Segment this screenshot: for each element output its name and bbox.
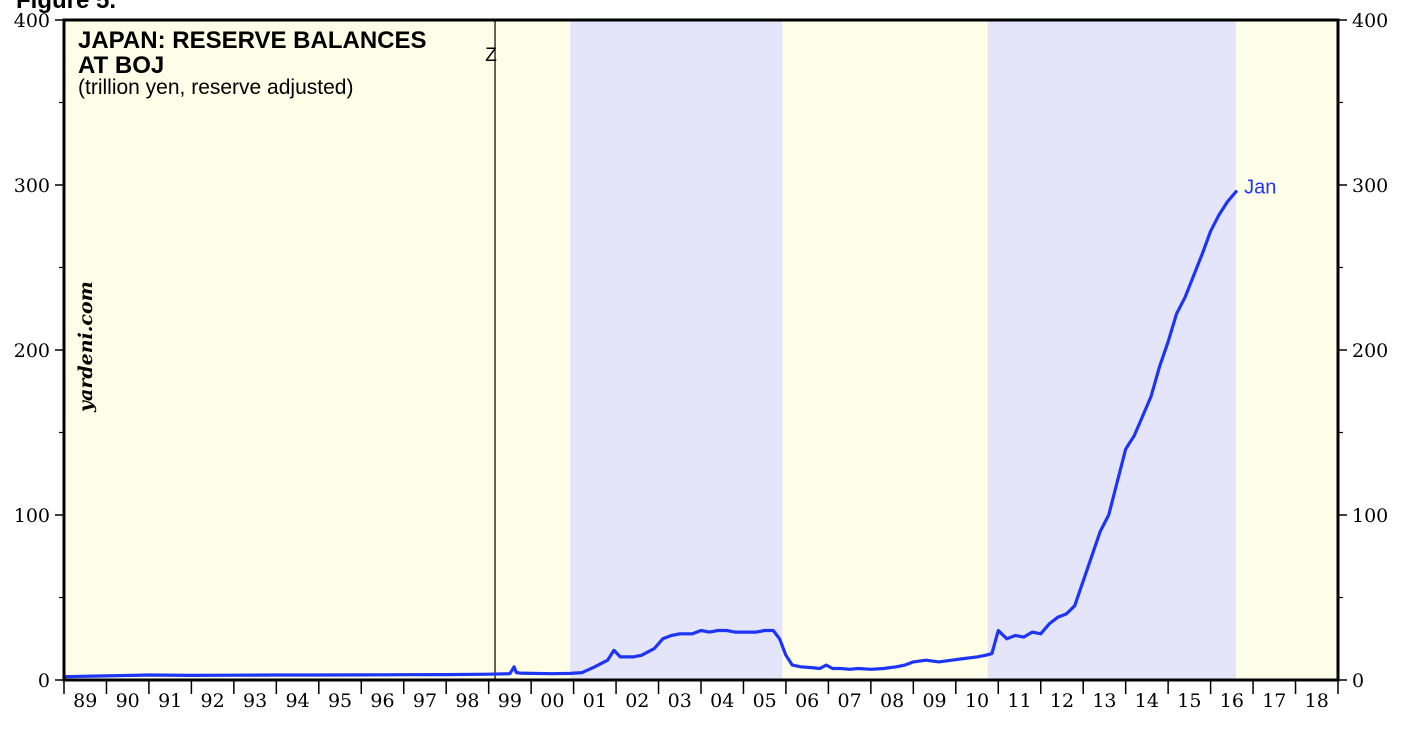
series-lines: Jan	[62, 177, 1276, 679]
x-tick-label: 04	[710, 690, 734, 712]
x-tick-label: 96	[370, 690, 394, 712]
x-tick-label: 92	[201, 690, 225, 712]
x-tick-label: 90	[116, 690, 140, 712]
x-tick-label: 94	[285, 690, 309, 712]
x-tick-label: 07	[838, 690, 862, 712]
y-tick-label-left: 200	[14, 340, 50, 362]
shaded-band-4	[1236, 20, 1338, 680]
chart-title-line-1: JAPAN: RESERVE BALANCES	[78, 27, 427, 54]
x-tick-label: 97	[413, 690, 437, 712]
x-tick-label: 99	[498, 690, 522, 712]
series-end-label: Jan	[1244, 177, 1276, 199]
x-tick-label: 11	[1007, 690, 1031, 712]
y-tick-label-right: 300	[1352, 175, 1388, 197]
x-tick-label: 17	[1262, 690, 1286, 712]
shaded-band-1	[570, 20, 783, 680]
x-tick-label: 15	[1177, 690, 1201, 712]
x-tick-label: 93	[243, 690, 267, 712]
x-tick-label: 08	[880, 690, 904, 712]
y-tick-label-left: 100	[14, 505, 50, 527]
x-tick-label: 00	[540, 690, 564, 712]
y-tick-label-left: 300	[14, 175, 50, 197]
shaded-band-2	[782, 20, 988, 680]
y-tick-label-left: 0	[38, 670, 50, 692]
x-tick-label: 12	[1050, 690, 1074, 712]
shaded-band-0	[64, 20, 571, 680]
vertical-marker: Z	[485, 20, 497, 680]
x-tick-label: 18	[1305, 690, 1329, 712]
y-tick-label-right: 100	[1352, 505, 1388, 527]
marker-label: Z	[485, 45, 497, 66]
x-tick-label: 16	[1220, 690, 1244, 712]
x-tick-label: 05	[753, 690, 777, 712]
x-tick-label: 89	[73, 690, 97, 712]
x-tick-label: 06	[795, 690, 819, 712]
y-tick-label-right: 400	[1352, 10, 1388, 32]
shaded-band-3	[987, 20, 1237, 680]
series-line-0	[62, 190, 1238, 679]
shaded-bands	[64, 20, 1338, 680]
x-tick-label: 02	[625, 690, 649, 712]
x-tick-label: 98	[455, 690, 479, 712]
chart-subtitle: (trillion yen, reserve adjusted)	[78, 76, 353, 99]
y-tick-label-right: 0	[1352, 670, 1364, 692]
x-tick-label: 95	[328, 690, 352, 712]
figure-header: Figure 5.	[16, 0, 116, 14]
x-tick-label: 13	[1092, 690, 1116, 712]
y-tick-label-right: 200	[1352, 340, 1388, 362]
y-tick-label-left: 400	[14, 10, 50, 32]
x-tick-label: 09	[922, 690, 946, 712]
x-tick-label: 01	[583, 690, 607, 712]
x-tick-label: 03	[668, 690, 692, 712]
chart-title-line-2: AT BOJ	[78, 52, 164, 79]
watermark: yardeni.com	[75, 281, 97, 413]
x-tick-label: 10	[965, 690, 989, 712]
tick-marks	[55, 19, 1347, 694]
x-tick-label: 14	[1135, 690, 1159, 712]
x-tick-label: 91	[158, 690, 182, 712]
